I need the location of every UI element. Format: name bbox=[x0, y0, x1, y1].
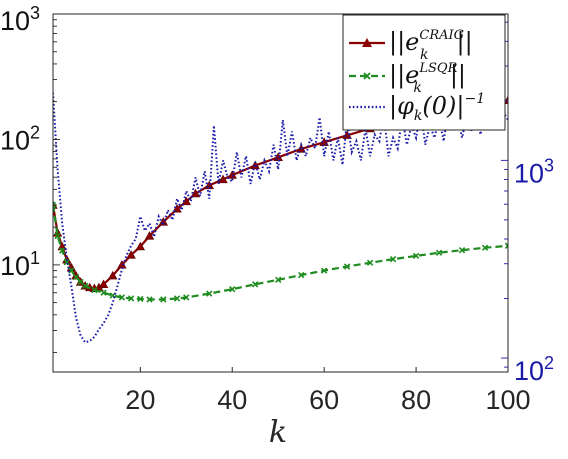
data-point-lsqr bbox=[366, 259, 374, 266]
data-point-lsqr bbox=[127, 295, 135, 302]
data-point-craig bbox=[227, 170, 237, 179]
series-lsqr bbox=[53, 201, 508, 303]
data-point-lsqr bbox=[412, 252, 420, 260]
data-point-craig bbox=[158, 217, 169, 226]
data-point-craig bbox=[218, 174, 228, 184]
data-point-lsqr bbox=[435, 249, 443, 256]
data-point-craig bbox=[172, 203, 182, 213]
data-point-lsqr bbox=[481, 244, 489, 251]
data-point-lsqr bbox=[72, 273, 80, 281]
y-left-tick-label: 103 bbox=[0, 3, 40, 36]
data-point-craig bbox=[135, 241, 146, 251]
y-left-tick-label: 102 bbox=[0, 122, 40, 155]
x-tick-label: 100 bbox=[485, 385, 530, 415]
data-point-lsqr bbox=[146, 296, 153, 303]
y-right-tick-label: 102 bbox=[514, 353, 554, 386]
data-point-lsqr bbox=[458, 247, 466, 254]
data-point-lsqr bbox=[183, 294, 190, 301]
data-point-lsqr bbox=[343, 263, 351, 270]
data-point-lsqr bbox=[229, 286, 236, 293]
data-point-lsqr bbox=[118, 294, 126, 301]
x-axis-label: k bbox=[269, 415, 287, 450]
data-point-lsqr bbox=[160, 296, 167, 303]
y-left-tick-label: 101 bbox=[0, 248, 40, 281]
legend-label-phi: |φk(0)|−1 bbox=[389, 91, 485, 124]
data-point-craig bbox=[503, 95, 508, 104]
data-point-lsqr bbox=[173, 295, 181, 302]
data-point-lsqr bbox=[53, 201, 57, 209]
legend: ||eCRAIG k ||||eLSQR k |||φk(0)|−1 bbox=[342, 14, 506, 131]
series-phi bbox=[53, 92, 508, 344]
legend-marker-lsqr bbox=[363, 72, 371, 80]
data-point-craig bbox=[108, 270, 118, 280]
data-point-craig bbox=[126, 250, 136, 259]
y-right-tick-label: 103 bbox=[514, 155, 554, 188]
data-point-lsqr bbox=[206, 290, 213, 297]
data-point-lsqr bbox=[59, 247, 66, 254]
data-point-lsqr bbox=[91, 286, 98, 294]
data-point-lsqr bbox=[504, 242, 508, 249]
ticks-layer: 20 40 60 80 100 k 101 102 103 102 103 bbox=[0, 3, 554, 450]
data-point-lsqr bbox=[298, 271, 305, 279]
data-point-lsqr bbox=[68, 267, 75, 274]
data-point-lsqr bbox=[82, 282, 89, 290]
data-point-lsqr bbox=[100, 289, 107, 296]
data-point-craig bbox=[144, 231, 155, 240]
series-line-phi bbox=[53, 92, 508, 344]
legend-marker-craig bbox=[362, 38, 372, 47]
data-point-lsqr bbox=[320, 267, 328, 274]
data-point-craig bbox=[98, 279, 109, 288]
x-tick-label: 20 bbox=[125, 385, 155, 415]
x-tick-label: 40 bbox=[217, 385, 247, 415]
x-tick-label: 60 bbox=[309, 385, 339, 415]
legend-box bbox=[342, 14, 506, 131]
x-tick-label: 80 bbox=[401, 385, 431, 415]
plot-frame bbox=[52, 13, 509, 373]
data-point-lsqr bbox=[54, 232, 61, 240]
legend-label-lsqr: ||eLSQR k || bbox=[389, 61, 466, 96]
data-point-lsqr bbox=[389, 256, 397, 263]
data-point-lsqr bbox=[275, 276, 282, 284]
legend-label-craig: ||eCRAIG k || bbox=[389, 28, 473, 63]
data-point-lsqr bbox=[252, 281, 259, 288]
data-point-lsqr bbox=[137, 295, 144, 303]
